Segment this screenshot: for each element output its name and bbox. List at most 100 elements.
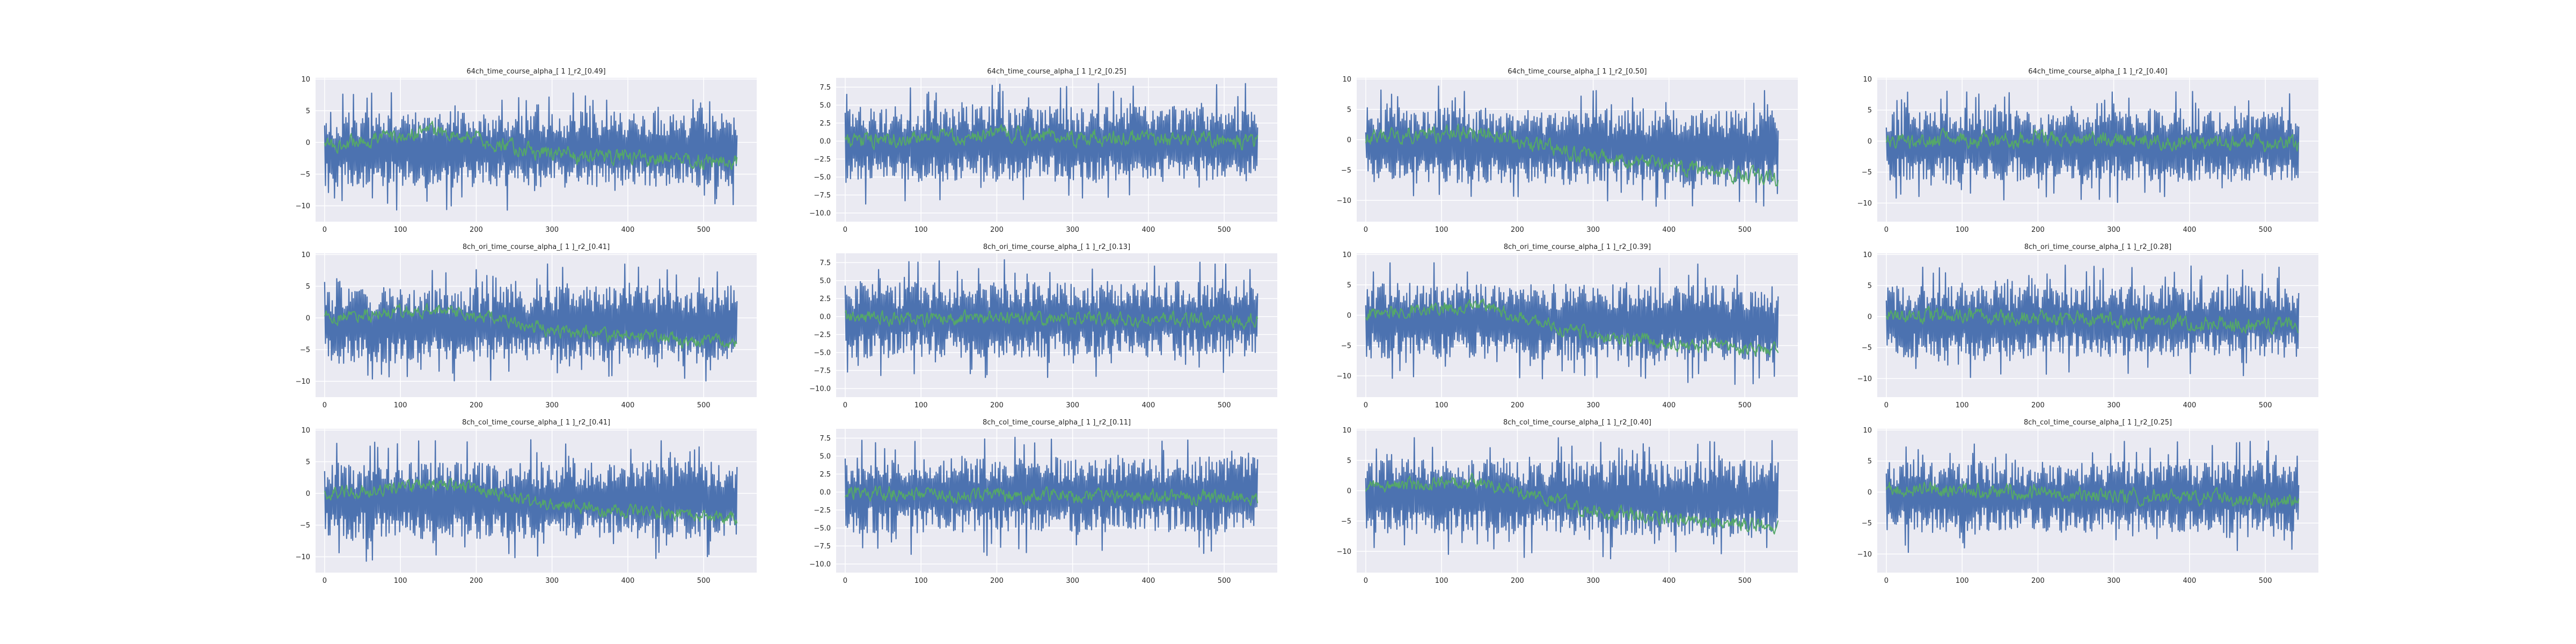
x-tick-label: 500 bbox=[1738, 577, 1752, 585]
subplot-8: 0 100 200 300 400 500 −10 −5 0 5 10 8ch_ori_time_co… bbox=[1857, 243, 2318, 409]
x-tick-label: 0 bbox=[323, 401, 327, 409]
x-tick-label: 100 bbox=[1956, 577, 1969, 585]
series-line-1 bbox=[844, 259, 1258, 378]
subplot-1: 0 100 200 300 400 500 −10 −5 0 5 10 64ch_time_cours… bbox=[296, 68, 757, 234]
y-tick-label: 10 bbox=[301, 251, 310, 259]
x-tick-label: 0 bbox=[1364, 401, 1368, 409]
y-tick-label: −5 bbox=[1341, 166, 1351, 174]
x-tick-label: 500 bbox=[2259, 226, 2272, 234]
x-tick-label: 500 bbox=[1738, 401, 1752, 409]
series-line-2 bbox=[324, 478, 738, 525]
y-tick-label: 5 bbox=[1868, 282, 1872, 290]
x-tick-label: 300 bbox=[545, 226, 559, 234]
x-tick-label: 0 bbox=[323, 226, 327, 234]
x-tick-label: 0 bbox=[843, 401, 847, 409]
x-tick-label: 200 bbox=[2031, 577, 2045, 585]
series-line-1 bbox=[1365, 437, 1779, 560]
y-tick-label: 0 bbox=[1868, 488, 1872, 496]
subplot-3: 0 100 200 300 400 500 −10 −5 0 5 10 64ch_time_cours… bbox=[1337, 68, 1798, 234]
y-tick-label: −10 bbox=[296, 202, 310, 210]
y-tick-label: 7.5 bbox=[819, 259, 831, 267]
y-tick-label: 5 bbox=[1347, 281, 1351, 289]
x-tick-label: 300 bbox=[1586, 401, 1600, 409]
x-tick-label: 500 bbox=[1218, 226, 1231, 234]
y-tick-label: 0 bbox=[306, 314, 310, 323]
y-tick-label: 0 bbox=[306, 490, 310, 498]
y-tick-label: 2.5 bbox=[819, 120, 831, 128]
y-tick-label: 5 bbox=[306, 283, 310, 291]
y-tick-label: 7.5 bbox=[819, 435, 831, 443]
subplot-title: 64ch_time_course_alpha_[ 1 ]_r2_[0.50] bbox=[1507, 68, 1646, 76]
x-tick-label: 400 bbox=[1662, 226, 1675, 234]
y-tick-label: 5 bbox=[1868, 107, 1872, 115]
y-tick-label: 0 bbox=[1868, 313, 1872, 321]
y-tick-label: −5 bbox=[300, 171, 310, 179]
y-tick-label: 2.5 bbox=[819, 471, 831, 479]
series-line-1 bbox=[1365, 262, 1779, 385]
y-tick-label: −10 bbox=[296, 553, 310, 561]
x-tick-label: 500 bbox=[1738, 226, 1752, 234]
x-tick-label: 0 bbox=[1364, 577, 1368, 585]
subplot-title: 8ch_col_time_course_alpha_[ 1 ]_r2_[0.25… bbox=[2024, 419, 2172, 427]
series-line-2 bbox=[1365, 298, 1779, 357]
series-line-2 bbox=[845, 485, 1258, 507]
y-tick-label: −5.0 bbox=[814, 524, 831, 532]
x-tick-label: 100 bbox=[1435, 226, 1448, 234]
y-tick-label: 10 bbox=[301, 427, 310, 435]
y-tick-label: −5 bbox=[1862, 344, 1872, 352]
x-tick-label: 200 bbox=[1511, 401, 1524, 409]
y-tick-label: −7.5 bbox=[814, 192, 831, 200]
y-tick-label: −10.0 bbox=[809, 385, 831, 393]
y-tick-label: 10 bbox=[1863, 427, 1872, 435]
series-line-1 bbox=[1365, 85, 1779, 207]
series-line-2 bbox=[844, 309, 1258, 330]
x-tick-label: 100 bbox=[914, 401, 928, 409]
y-tick-label: 10 bbox=[1863, 251, 1872, 259]
x-tick-label: 100 bbox=[394, 577, 407, 585]
subplot-title: 8ch_ori_time_course_alpha_[ 1 ]_r2_[0.39… bbox=[1504, 243, 1651, 251]
x-tick-label: 400 bbox=[2183, 401, 2196, 409]
x-tick-label: 200 bbox=[990, 226, 1004, 234]
y-tick-label: −5 bbox=[1862, 169, 1872, 177]
subplot-title: 8ch_col_time_course_alpha_[ 1 ]_r2_[0.11… bbox=[983, 419, 1131, 427]
subplot-12: 0 100 200 300 400 500 −10 −5 0 5 10 8ch_col_time_co… bbox=[1857, 419, 2318, 585]
y-tick-label: −10 bbox=[1337, 548, 1351, 556]
series-line-1 bbox=[1885, 90, 2300, 203]
x-tick-label: 300 bbox=[2107, 577, 2120, 585]
x-tick-label: 500 bbox=[1218, 401, 1231, 409]
x-tick-label: 400 bbox=[2183, 226, 2196, 234]
y-tick-label: −5.0 bbox=[814, 349, 831, 357]
x-tick-label: 100 bbox=[394, 226, 407, 234]
y-tick-label: −5 bbox=[1862, 519, 1872, 528]
y-tick-label: −7.5 bbox=[814, 543, 831, 551]
y-tick-label: −5 bbox=[300, 346, 310, 354]
x-tick-label: 200 bbox=[1511, 226, 1524, 234]
subplot-title: 64ch_time_course_alpha_[ 1 ]_r2_[0.40] bbox=[2028, 68, 2167, 76]
subplot-title: 8ch_ori_time_course_alpha_[ 1 ]_r2_[0.28… bbox=[2024, 243, 2171, 251]
x-tick-label: 400 bbox=[621, 226, 634, 234]
x-tick-label: 200 bbox=[990, 401, 1004, 409]
series-line-1 bbox=[1885, 440, 2300, 553]
subplot-title: 8ch_ori_time_course_alpha_[ 1 ]_r2_[0.13… bbox=[983, 243, 1130, 251]
series-line-1 bbox=[844, 83, 1258, 205]
x-tick-label: 400 bbox=[2183, 577, 2196, 585]
x-tick-label: 300 bbox=[545, 401, 559, 409]
x-tick-label: 200 bbox=[470, 226, 483, 234]
y-tick-label: −10.0 bbox=[809, 560, 831, 568]
x-tick-label: 200 bbox=[2031, 401, 2045, 409]
subplot-7: 0 100 200 300 400 500 −10 −5 0 5 10 8ch_ori_time_co… bbox=[1337, 243, 1798, 409]
y-tick-label: 5 bbox=[306, 458, 310, 466]
x-tick-label: 300 bbox=[1066, 401, 1079, 409]
y-tick-label: −10 bbox=[1857, 375, 1872, 383]
y-tick-label: −5.0 bbox=[814, 173, 831, 181]
x-tick-label: 300 bbox=[1586, 577, 1600, 585]
x-tick-label: 200 bbox=[1511, 577, 1524, 585]
subplot-title: 64ch_time_course_alpha_[ 1 ]_r2_[0.25] bbox=[987, 68, 1126, 76]
y-tick-label: −2.5 bbox=[814, 331, 831, 339]
subplot-10: 0 100 200 300 400 500 −10.0 −7.5 −5.0 −2.5 0.0 2.5 5… bbox=[809, 419, 1277, 585]
y-tick-label: −10 bbox=[296, 378, 310, 386]
series-line-2 bbox=[324, 121, 738, 170]
y-tick-label: 5 bbox=[306, 107, 310, 115]
x-tick-label: 100 bbox=[1435, 401, 1448, 409]
